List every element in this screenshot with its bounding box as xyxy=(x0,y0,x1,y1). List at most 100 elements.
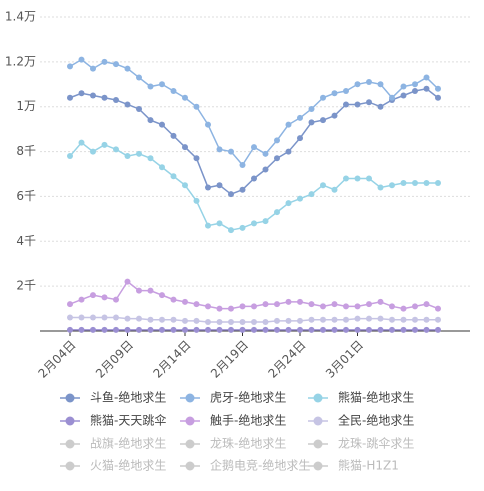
point xyxy=(423,179,430,186)
point xyxy=(136,74,142,81)
legend-marker xyxy=(65,393,75,403)
point xyxy=(251,220,257,227)
point xyxy=(170,132,177,139)
point xyxy=(136,150,142,157)
point xyxy=(262,166,269,173)
point xyxy=(343,303,349,310)
legend-marker xyxy=(185,393,195,403)
point xyxy=(251,144,257,151)
point xyxy=(205,121,211,128)
point xyxy=(101,94,108,101)
point xyxy=(67,63,73,70)
point xyxy=(67,301,73,308)
point xyxy=(262,218,269,225)
point xyxy=(274,137,280,144)
point xyxy=(239,162,246,169)
point xyxy=(113,326,119,333)
point xyxy=(412,179,418,186)
point xyxy=(147,155,154,162)
point xyxy=(274,317,280,324)
point xyxy=(90,65,96,72)
point xyxy=(297,135,303,142)
point xyxy=(423,74,430,81)
point xyxy=(423,301,430,308)
point xyxy=(308,326,315,333)
point xyxy=(159,326,165,333)
point xyxy=(78,314,85,321)
point xyxy=(193,301,200,308)
point xyxy=(377,81,384,88)
point xyxy=(400,316,407,323)
legend-label: 熊猫-天天跳伞 xyxy=(90,413,166,428)
point xyxy=(354,315,361,322)
point xyxy=(159,164,165,171)
point xyxy=(147,287,154,294)
point xyxy=(251,175,257,182)
point xyxy=(354,81,361,88)
point xyxy=(101,141,108,148)
point xyxy=(274,209,280,216)
legend-marker xyxy=(313,393,323,403)
point xyxy=(193,317,200,324)
legend-label: 龙珠-绝地求生 xyxy=(210,436,286,451)
point xyxy=(412,316,418,323)
point xyxy=(78,326,85,333)
point xyxy=(320,316,326,323)
point xyxy=(435,179,441,186)
legend-marker xyxy=(185,439,195,449)
point xyxy=(147,316,154,323)
legend-label: 火猫-绝地求生 xyxy=(90,458,166,473)
point xyxy=(228,305,234,312)
point xyxy=(182,298,188,305)
point xyxy=(366,326,372,333)
point xyxy=(67,153,73,160)
legend-label: 触手-绝地求生 xyxy=(210,413,286,428)
legend-item: 熊猫-天天跳伞 xyxy=(60,413,166,428)
point xyxy=(170,296,177,303)
point xyxy=(159,121,165,128)
x-tick-label: 2月24日 xyxy=(266,338,309,381)
point xyxy=(193,155,200,162)
point xyxy=(400,83,407,90)
legend-label: 斗鱼-绝地求生 xyxy=(90,390,166,405)
point xyxy=(78,139,85,146)
y-tick-label: 1.4万 xyxy=(5,10,36,24)
point xyxy=(113,314,119,321)
point xyxy=(182,326,188,333)
point xyxy=(331,112,338,119)
legend-item: 全民-绝地求生 xyxy=(308,413,414,428)
point xyxy=(124,315,131,322)
point xyxy=(343,101,349,108)
point xyxy=(159,81,165,88)
point xyxy=(308,301,315,308)
point xyxy=(78,90,85,97)
point xyxy=(297,326,303,333)
y-tick-label: 6千 xyxy=(16,189,36,203)
legend-label: 龙珠-跳伞求生 xyxy=(338,436,414,451)
legend-item: 熊猫-绝地求生 xyxy=(308,390,414,405)
point xyxy=(274,155,280,162)
point xyxy=(67,326,73,333)
y-tick-label: 4千 xyxy=(16,234,36,248)
point xyxy=(389,326,395,333)
legend-marker xyxy=(65,439,75,449)
point xyxy=(124,65,131,72)
point xyxy=(101,58,108,65)
point xyxy=(343,88,349,95)
point xyxy=(90,314,96,321)
x-tick-label: 2月09日 xyxy=(93,338,136,381)
point xyxy=(435,326,441,333)
point xyxy=(320,117,326,124)
point xyxy=(423,85,430,92)
point xyxy=(274,301,280,308)
point xyxy=(216,220,223,227)
point xyxy=(182,317,188,324)
point xyxy=(216,146,223,153)
point xyxy=(193,197,200,204)
legend-marker xyxy=(65,461,75,471)
legend-label: 熊猫-H1Z1 xyxy=(338,458,399,473)
point xyxy=(423,316,430,323)
point xyxy=(251,303,257,310)
point xyxy=(182,144,188,151)
legend-marker xyxy=(65,416,75,426)
